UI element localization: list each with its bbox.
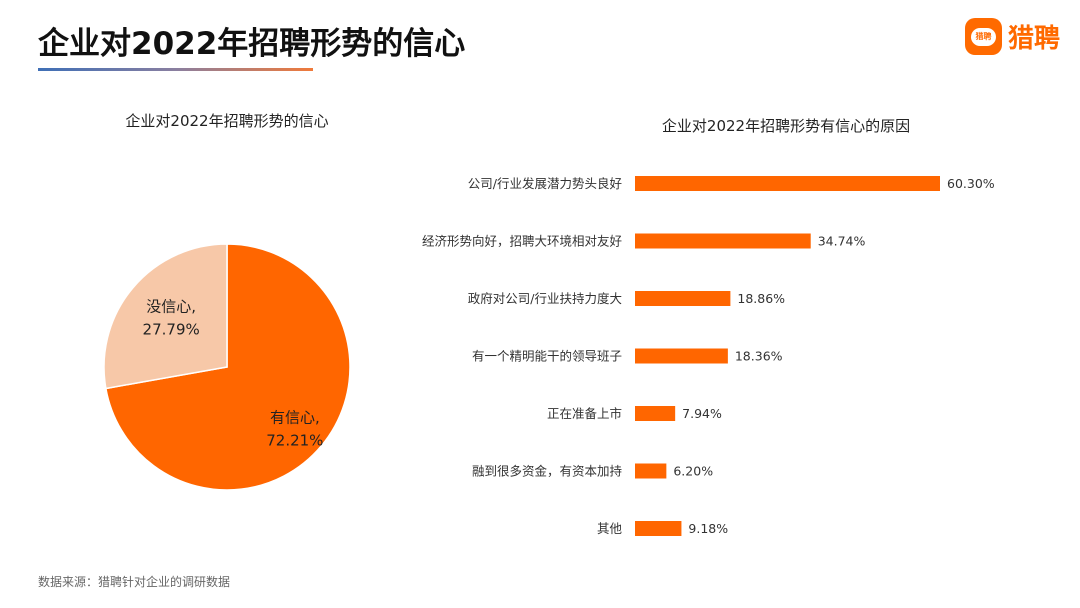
bar-category-label: 其他 <box>597 521 623 536</box>
data-source-note: 数据来源：猎聘针对企业的调研数据 <box>38 575 231 589</box>
bar-value-label: 34.74% <box>818 234 866 249</box>
bar-category-label: 公司/行业发展潜力势头良好 <box>468 176 622 191</box>
logo-badge-text: 猎聘 <box>970 27 996 46</box>
bar-chart-title: 企业对2022年招聘形势有信心的原因 <box>662 117 910 135</box>
bar <box>635 291 731 306</box>
page-title: 企业对2022年招聘形势的信心 <box>38 26 466 62</box>
bar-category-label: 政府对公司/行业扶持力度大 <box>468 291 622 306</box>
pie-slice <box>103 243 228 390</box>
bar-chart: 企业对2022年招聘形势有信心的原因 公司/行业发展潜力势头良好 60.30% 经济… <box>422 117 995 536</box>
pie-chart: 企业对2022年招聘形势的信心 有信心, 72.21% 没信心, 27.79% <box>103 112 351 491</box>
bar <box>635 463 667 479</box>
bar-category-label: 有一个精明能干的领导班子 <box>472 349 622 364</box>
bar <box>635 521 682 536</box>
bar <box>635 406 676 421</box>
bar-category-label: 经济形势向好，招聘大环境相对友好 <box>422 234 622 249</box>
pie-slice-label: 没信心, <box>146 298 196 316</box>
logo-badge-icon: 猎聘 <box>964 18 1002 55</box>
title-underline <box>38 68 313 71</box>
logo-text: 猎聘 <box>1007 24 1060 54</box>
bar-value-label: 18.86% <box>737 291 785 306</box>
bar-category-label: 融到很多资金，有资本加持 <box>472 464 622 479</box>
pie-chart-title: 企业对2022年招聘形势的信心 <box>125 112 328 130</box>
bar-value-label: 6.20% <box>673 464 713 479</box>
pie-slices <box>103 243 351 491</box>
pie-slice-label: 有信心, <box>270 408 320 426</box>
pie-labels: 有信心, 72.21% 没信心, 27.79% <box>143 298 324 450</box>
pie-slice-value: 27.79% <box>143 321 200 339</box>
bar-category-label: 正在准备上市 <box>547 406 622 421</box>
liepin-logo: 猎聘 猎聘 <box>964 18 1060 55</box>
pie-slice-value: 72.21% <box>266 431 323 449</box>
bar <box>635 348 728 364</box>
bar-items: 公司/行业发展潜力势头良好 60.30% 经济形势向好，招聘大环境相对友好 34.74… <box>422 176 995 536</box>
bar-value-label: 60.30% <box>947 176 995 191</box>
bar-value-label: 9.18% <box>688 521 728 536</box>
bar <box>635 233 811 249</box>
bar-value-label: 18.36% <box>735 349 783 364</box>
bar-value-label: 7.94% <box>682 406 722 421</box>
pie-slice <box>105 243 351 491</box>
bar <box>635 176 940 191</box>
